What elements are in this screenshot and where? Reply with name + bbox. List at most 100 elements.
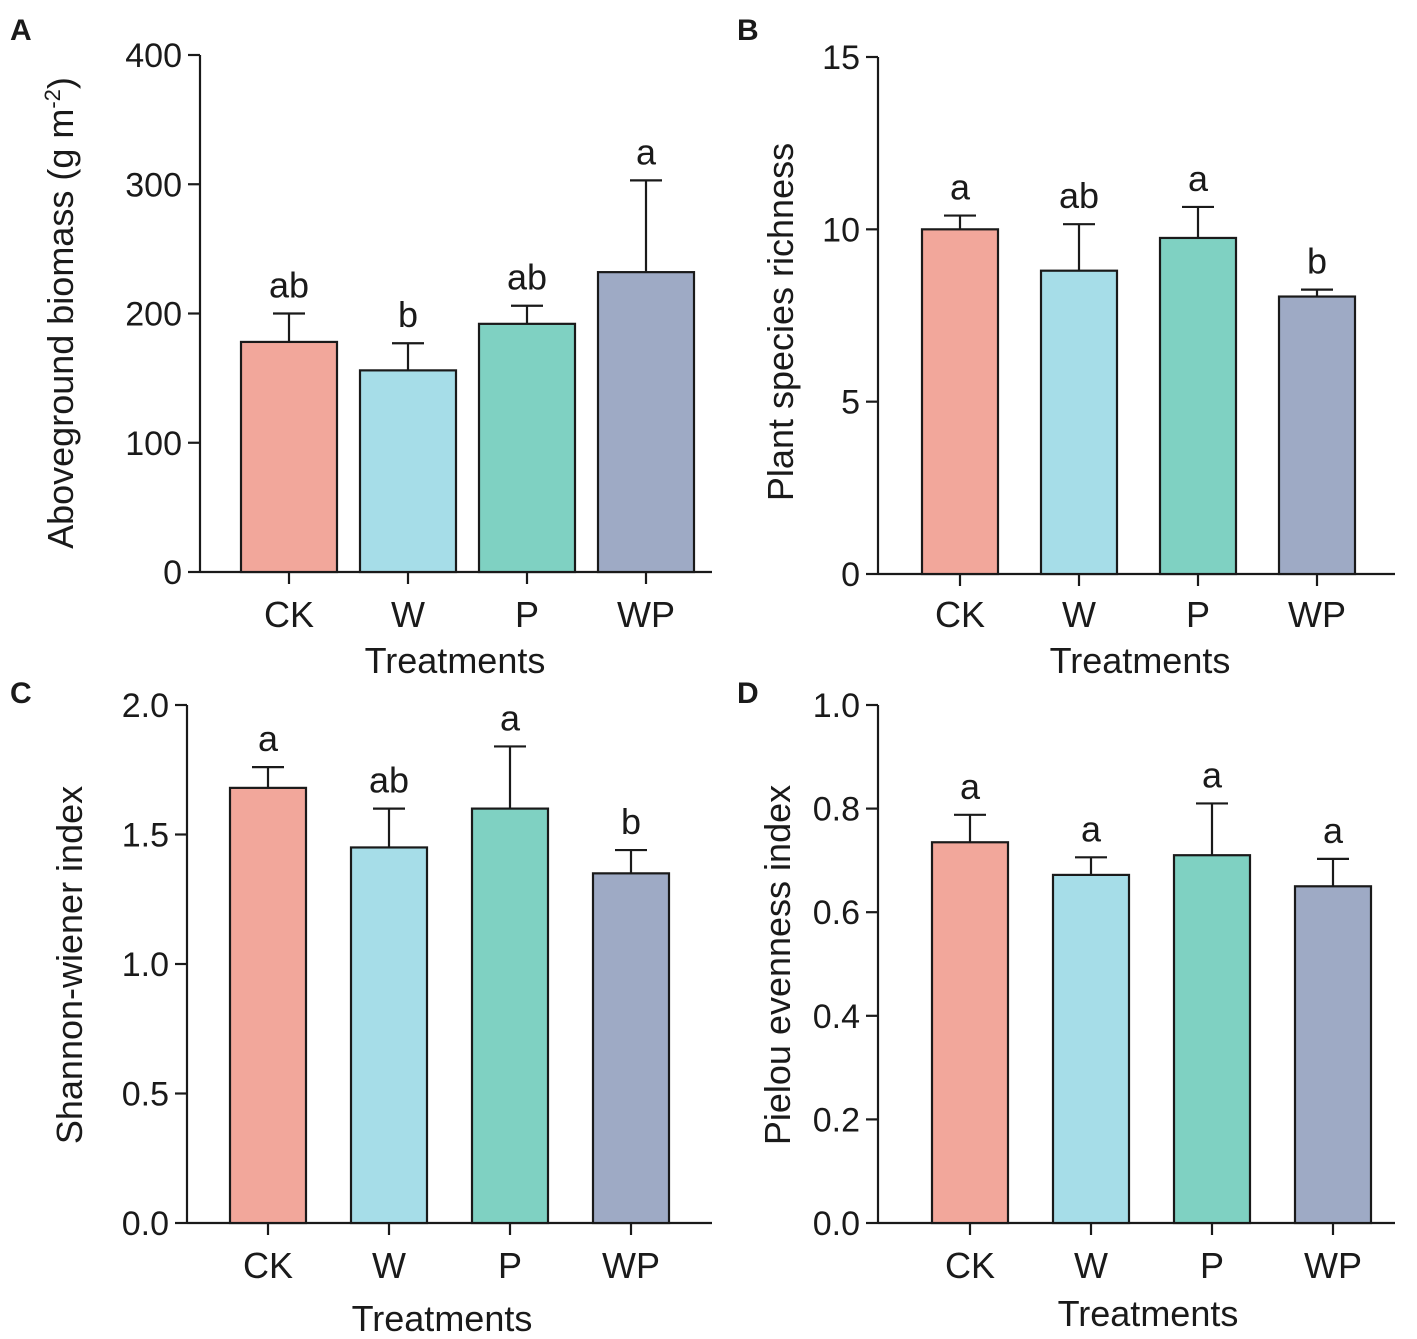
- bar-p: [1172, 854, 1252, 1225]
- y-tick-label: 0.6: [813, 894, 860, 932]
- significance-label-ck: a: [950, 167, 971, 208]
- x-axis-title-d: Treatments: [1058, 1293, 1239, 1334]
- significance-label-wp: b: [621, 801, 641, 842]
- significance-label-p: a: [1188, 158, 1209, 199]
- y-tick-label: 2.0: [122, 687, 169, 725]
- bar-w: [358, 369, 458, 574]
- significance-label-wp: a: [1323, 810, 1344, 851]
- y-tick-label: 0.4: [813, 998, 860, 1036]
- y-tick-label: 0: [841, 556, 860, 594]
- bar-ck: [920, 228, 1000, 576]
- error-bar-ck: [944, 214, 976, 230]
- y-tick-label: 1.0: [122, 946, 169, 984]
- bar-w: [1039, 269, 1119, 576]
- x-tick-label-p: P: [1186, 594, 1210, 635]
- bar-w: [349, 846, 429, 1225]
- panel-letter-d: D: [737, 677, 759, 710]
- y-tick-label: 1.5: [122, 817, 169, 855]
- error-bar-p: [1182, 205, 1214, 238]
- bar-ck: [930, 841, 1010, 1225]
- significance-label-w: a: [1081, 808, 1102, 849]
- x-tick-label-w: W: [1062, 594, 1096, 635]
- x-tick-label-p: P: [498, 1245, 522, 1286]
- y-tick-label: 1.0: [813, 687, 860, 725]
- x-tick-label-wp: WP: [1288, 594, 1346, 635]
- panel-letter-c: C: [10, 677, 32, 710]
- significance-label-p: a: [500, 697, 521, 738]
- error-bar-w: [373, 807, 405, 848]
- bar-p: [1158, 236, 1238, 576]
- x-axis-title-c: Treatments: [352, 1298, 533, 1339]
- y-axis-title-a: Aboveground biomass (g m-2): [40, 77, 81, 549]
- y-tick-label: 200: [125, 296, 182, 334]
- bar-p: [470, 807, 550, 1225]
- x-tick-label-w: W: [1074, 1245, 1108, 1286]
- y-axis-title-b: Plant species richness: [760, 143, 801, 501]
- x-tick-label-wp: WP: [617, 594, 675, 635]
- significance-label-wp: a: [636, 131, 657, 172]
- x-tick-label-w: W: [391, 594, 425, 635]
- bar-wp: [591, 872, 671, 1225]
- significance-label-ck: a: [258, 718, 279, 759]
- y-tick-label: 0.2: [813, 1101, 860, 1139]
- significance-label-w: ab: [1059, 175, 1099, 216]
- error-bar-wp: [615, 848, 647, 874]
- bar-wp: [1277, 295, 1357, 576]
- y-tick-label: 15: [822, 39, 860, 77]
- x-tick-label-ck: CK: [945, 1245, 995, 1286]
- error-bar-p: [1196, 802, 1228, 856]
- error-bar-wp: [630, 179, 662, 273]
- error-bar-wp: [1317, 857, 1349, 887]
- y-tick-label: 0.8: [813, 791, 860, 829]
- significance-label-p: ab: [507, 257, 547, 298]
- significance-label-p: a: [1202, 754, 1223, 795]
- y-tick-label: 100: [125, 425, 182, 463]
- bar-w: [1051, 873, 1131, 1225]
- error-bar-ck: [273, 312, 305, 342]
- x-tick-label-ck: CK: [935, 594, 985, 635]
- error-bar-w: [1075, 856, 1107, 875]
- x-tick-label-wp: WP: [602, 1245, 660, 1286]
- error-bar-w: [392, 342, 424, 371]
- y-tick-label: 10: [822, 211, 860, 249]
- bar-ck: [228, 786, 308, 1225]
- significance-label-w: b: [398, 294, 418, 335]
- x-axis-title-b: Treatments: [1050, 640, 1231, 681]
- y-tick-label: 5: [841, 384, 860, 422]
- y-tick-label: 400: [125, 37, 182, 75]
- error-bar-ck: [954, 813, 986, 843]
- x-tick-label-w: W: [372, 1245, 406, 1286]
- y-tick-label: 300: [125, 166, 182, 204]
- x-tick-label-p: P: [515, 594, 539, 635]
- y-tick-label: 0: [163, 554, 182, 592]
- x-tick-label-ck: CK: [264, 594, 314, 635]
- x-axis-title-a: Treatments: [365, 640, 546, 681]
- bar-p: [477, 322, 577, 574]
- error-bar-w: [1063, 223, 1095, 271]
- error-bar-p: [511, 304, 543, 324]
- error-bar-wp: [1301, 288, 1333, 297]
- y-tick-label: 0.0: [813, 1205, 860, 1243]
- x-tick-label-ck: CK: [243, 1245, 293, 1286]
- significance-label-wp: b: [1307, 241, 1327, 282]
- significance-label-w: ab: [369, 760, 409, 801]
- error-bar-ck: [252, 766, 284, 788]
- bar-ck: [239, 340, 339, 574]
- panel-letter-b: B: [737, 14, 759, 47]
- y-axis-title-d: Pielou evenness index: [757, 785, 798, 1145]
- bar-wp: [596, 271, 696, 574]
- error-bar-p: [494, 745, 526, 809]
- y-tick-label: 0.5: [122, 1076, 169, 1114]
- significance-label-ck: ab: [269, 265, 309, 306]
- significance-label-ck: a: [960, 766, 981, 807]
- bar-wp: [1293, 885, 1373, 1225]
- y-axis-title-c: Shannon-wiener index: [49, 786, 90, 1144]
- panel-letter-a: A: [10, 14, 32, 47]
- x-tick-label-p: P: [1200, 1245, 1224, 1286]
- y-tick-label: 0.0: [122, 1205, 169, 1243]
